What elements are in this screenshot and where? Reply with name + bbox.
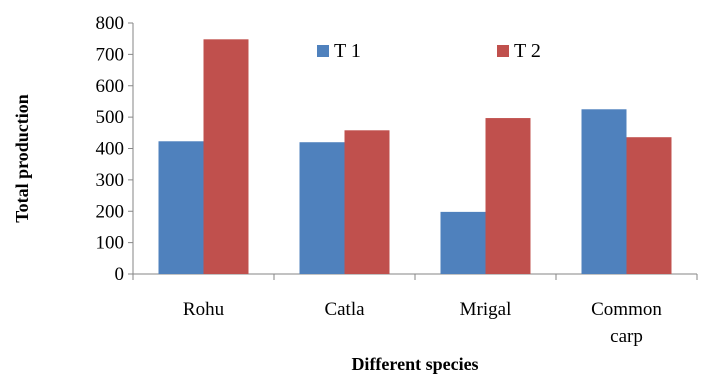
- y-tick-label: 400: [96, 139, 125, 160]
- bar-t2-catla: [344, 130, 390, 274]
- bar-t2-common-carp: [626, 137, 672, 274]
- y-tick-label: 700: [96, 44, 125, 65]
- legend-swatch: [317, 45, 329, 57]
- y-tick-label: 600: [96, 76, 125, 97]
- x-category-label: carp: [610, 326, 643, 347]
- x-category-label: Mrigal: [460, 299, 512, 320]
- legend-label: T 2: [514, 40, 541, 62]
- y-tick-label: 200: [96, 201, 125, 222]
- x-category-label: Rohu: [183, 299, 225, 320]
- bars: [158, 39, 672, 274]
- x-axis-title: Different species: [351, 354, 478, 374]
- y-axis-ticks: 0 100 200 300 400 500 600 700 800: [96, 13, 133, 285]
- bar-t1-rohu: [158, 141, 204, 274]
- bar-t1-common-carp: [581, 109, 627, 274]
- y-tick-label: 0: [115, 264, 125, 285]
- bar-t2-mrigal: [485, 118, 531, 274]
- legend-swatch: [497, 45, 509, 57]
- y-axis-title: Total production: [12, 94, 32, 223]
- y-tick-label: 500: [96, 107, 125, 128]
- y-tick-label: 100: [96, 233, 125, 254]
- x-axis-labels: Rohu Catla Mrigal Common carp: [183, 299, 662, 347]
- bar-t1-catla: [299, 142, 345, 274]
- x-category-label: Common: [591, 299, 662, 320]
- legend-label: T 1: [334, 40, 361, 62]
- legend: T 1 T 2: [317, 40, 541, 62]
- y-tick-label: 300: [96, 170, 125, 191]
- bar-t2-rohu: [203, 39, 249, 274]
- y-tick-label: 800: [96, 13, 125, 34]
- x-category-label: Catla: [324, 299, 365, 320]
- bar-t1-mrigal: [440, 211, 486, 274]
